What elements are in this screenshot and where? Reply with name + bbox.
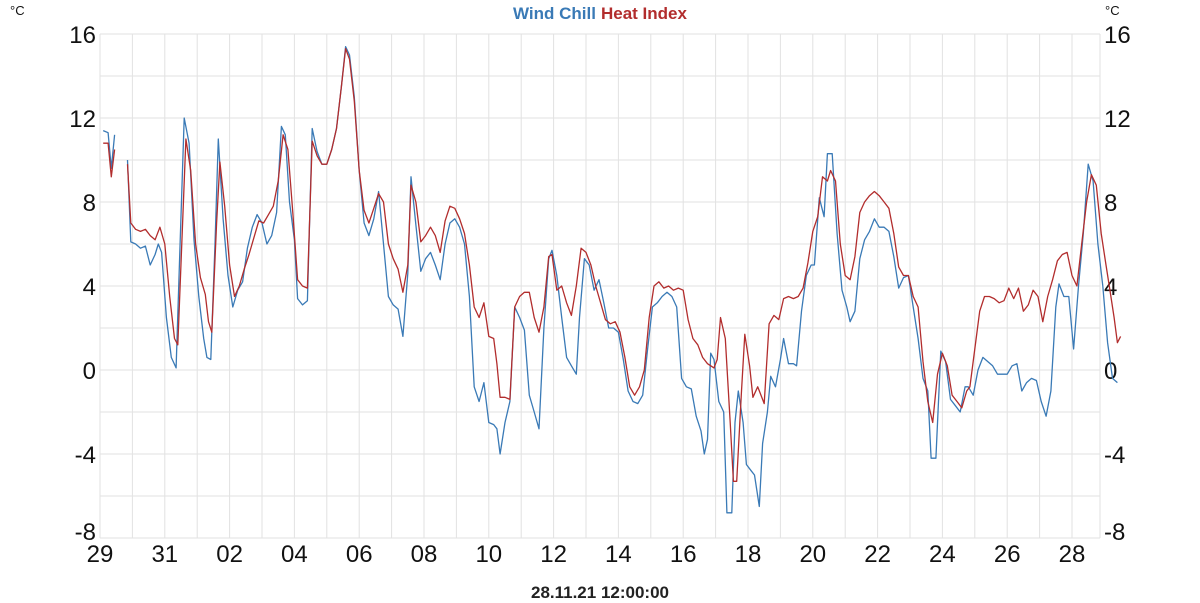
y-tick-label-right: 0 [1104, 358, 1117, 385]
y-tick-label-right: 16 [1104, 22, 1131, 49]
x-tick-label: 29 [87, 541, 114, 568]
x-tick-label: 28 [1059, 541, 1086, 568]
y-tick-label-left: 16 [69, 22, 96, 49]
legend-heat-index: Heat Index [601, 4, 688, 23]
x-tick-label: 04 [281, 541, 308, 568]
x-tick-label: 24 [929, 541, 956, 568]
y-tick-label-left: -4 [75, 442, 96, 469]
chart-gridlines [99, 33, 1101, 539]
chart-title: Wind Chill Heat Index [513, 4, 687, 23]
chart-timestamp: 28.11.21 12:00:00 [530, 583, 669, 602]
series-line [126, 45, 1118, 514]
x-tick-label: 10 [475, 541, 502, 568]
series-line [103, 142, 116, 178]
legend-wind-chill: Wind Chill [513, 4, 596, 23]
x-tick-label: 08 [411, 541, 438, 568]
x-tick-label: 12 [540, 541, 567, 568]
x-tick-label: 20 [799, 541, 826, 568]
y-tick-label-left: 8 [83, 190, 96, 217]
y-tick-label-left: 12 [69, 106, 96, 133]
y-tick-label-left: -8 [75, 519, 96, 546]
x-tick-label: 14 [605, 541, 632, 568]
y-tick-label-right: -8 [1104, 519, 1125, 546]
y-tick-label-left: 4 [83, 274, 96, 301]
x-tick-label: 16 [670, 541, 697, 568]
y-tick-label-right: 4 [1104, 274, 1117, 301]
x-tick-label: 31 [151, 541, 178, 568]
chart-series [102, 45, 1122, 514]
y-tick-label-right: 8 [1104, 190, 1117, 217]
x-tick-label: 06 [346, 541, 373, 568]
x-tick-label: 18 [735, 541, 762, 568]
series-line [126, 48, 1122, 482]
y-tick-label-left: 0 [83, 358, 96, 385]
y-tick-label-right: 12 [1104, 106, 1131, 133]
x-tick-label: 22 [864, 541, 891, 568]
series-wind-chill [102, 45, 1118, 514]
x-tick-label: 02 [216, 541, 243, 568]
series-line [102, 130, 116, 170]
y-tick-label-right: -4 [1104, 442, 1125, 469]
unit-label-left: °C [10, 3, 25, 18]
x-tick-label: 26 [994, 541, 1021, 568]
series-heat-index [103, 48, 1122, 482]
unit-label-right: °C [1105, 3, 1120, 18]
